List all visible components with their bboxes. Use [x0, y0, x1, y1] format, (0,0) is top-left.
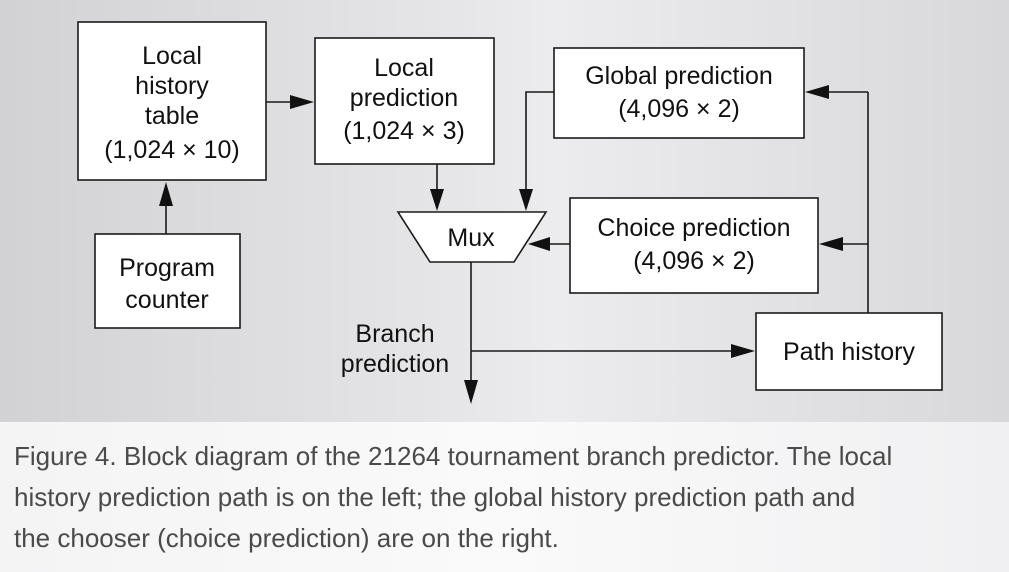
path-to-gp-arrowhead	[805, 85, 829, 99]
path-history-label: Path history	[783, 338, 916, 366]
diagram-panel: Local history table (1,024 × 10) Program…	[0, 0, 1009, 422]
choice-prediction-label-2: (4,096 × 2)	[633, 247, 755, 275]
local-prediction-label-3: (1,024 × 3)	[343, 117, 465, 145]
program-counter-label-2: counter	[125, 286, 208, 314]
caption-panel: Figure 4. Block diagram of the 21264 tou…	[0, 422, 1009, 572]
global-prediction-label-1: Global prediction	[585, 62, 773, 90]
program-counter-label-1: Program	[119, 254, 215, 282]
gp-to-mux-line	[525, 91, 554, 190]
choice-prediction-label-1: Choice prediction	[597, 214, 790, 242]
lp-to-mux-arrowhead	[430, 189, 444, 211]
cp-to-mux-arrowhead	[528, 237, 550, 251]
mux-output-arrowhead	[464, 380, 478, 404]
path-to-cp-arrowhead	[819, 237, 843, 251]
branch-prediction-label-1: Branch	[355, 320, 434, 348]
global-prediction-box	[553, 47, 805, 139]
connectors	[159, 85, 869, 404]
path-history-box	[755, 312, 943, 391]
lht-to-lp-arrowhead	[290, 95, 314, 109]
block-diagram: Local history table (1,024 × 10) Program…	[77, 21, 943, 404]
pc-to-lht-arrowhead	[159, 182, 173, 206]
caption-line-1: Figure 4. Block diagram of the 21264 tou…	[14, 441, 893, 471]
local-history-table-label-2: history	[135, 72, 209, 100]
caption-line-3: the chooser (choice prediction) are on t…	[14, 523, 559, 553]
figure-caption: Figure 4. Block diagram of the 21264 tou…	[14, 436, 1004, 559]
choice-prediction-box	[569, 197, 819, 294]
branch-prediction-label-2: prediction	[341, 350, 449, 378]
local-prediction-label-1: Local	[374, 54, 434, 82]
local-prediction-label-2: prediction	[350, 84, 458, 112]
local-history-table-label-1: Local	[142, 42, 202, 70]
local-prediction-box	[314, 37, 495, 165]
global-prediction-label-2: (4,096 × 2)	[618, 95, 740, 123]
local-history-table-label-3: table	[145, 102, 199, 130]
program-counter-box	[94, 233, 241, 329]
gp-to-mux-arrowhead	[519, 189, 533, 211]
local-history-table-box	[77, 21, 267, 181]
bp-to-path-arrowhead	[731, 344, 755, 358]
caption-line-2: history prediction path is on the left; …	[14, 482, 856, 512]
local-history-table-label-4: (1,024 × 10)	[104, 136, 240, 164]
mux-label: Mux	[447, 224, 495, 252]
mux-shape	[396, 211, 548, 263]
